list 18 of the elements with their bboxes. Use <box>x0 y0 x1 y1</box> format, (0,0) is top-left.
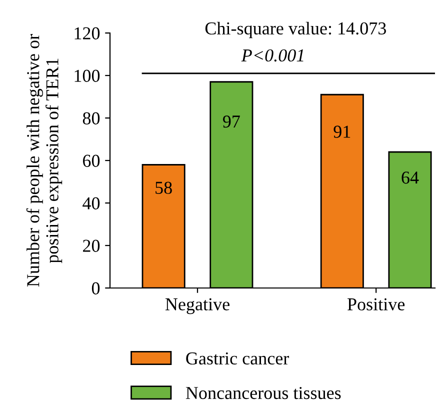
data-label: 64 <box>402 172 419 184</box>
legend-label: Noncancerous tissues <box>186 386 341 400</box>
legend-label: Gastric cancer <box>186 352 290 365</box>
y-tick-label: 60 <box>83 154 100 167</box>
y-tick-label: 80 <box>82 112 100 124</box>
y-tick-label: 100 <box>74 70 100 82</box>
annotation: Chi-square value: 14.073 <box>205 22 386 38</box>
x-tick-label: Positive <box>347 298 405 310</box>
y-tick-label: 40 <box>82 197 100 210</box>
y-tick-label: 20 <box>83 240 100 252</box>
data-label: 97 <box>222 115 240 128</box>
annotation: P<0.001 <box>241 49 304 62</box>
y-tick-label: 120 <box>74 27 100 40</box>
y-axis-title: Number of people with negative or positive expression of TER1 <box>26 34 62 287</box>
data-label: 58 <box>156 182 172 194</box>
data-label: 91 <box>334 126 350 138</box>
y-tick-label: 0 <box>92 282 100 294</box>
x-tick-label: Negative <box>165 298 230 314</box>
